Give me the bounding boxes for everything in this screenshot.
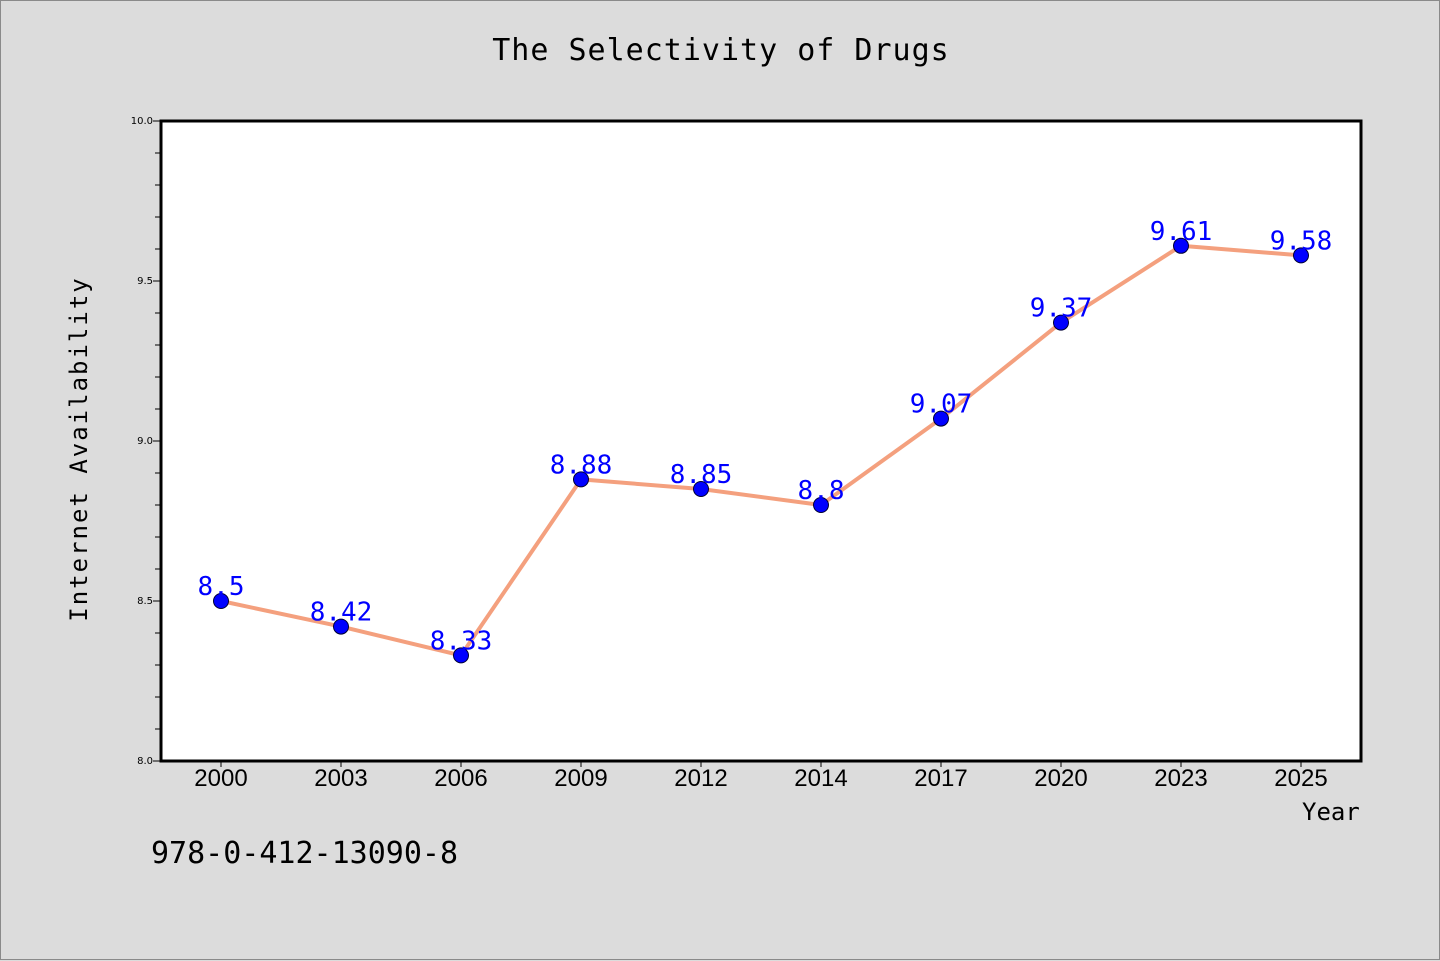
x-tick-label: 2017 (914, 765, 967, 792)
data-point (933, 410, 949, 427)
x-tick-label: 2000 (194, 765, 247, 792)
data-label: 9.61 (1150, 217, 1213, 247)
y-tick-label: 8.5 (137, 596, 153, 607)
data-point (573, 471, 589, 488)
data-point (813, 497, 829, 513)
data-label: 9.58 (1270, 226, 1333, 256)
x-tick-label: 2014 (794, 765, 847, 792)
y-tick-label: 9.0 (137, 436, 153, 447)
x-tick-label: 2020 (1034, 765, 1087, 792)
data-label: 9.37 (1030, 294, 1093, 324)
x-tick-label: 2025 (1274, 765, 1327, 792)
data-point (1293, 247, 1309, 264)
data-point (333, 618, 349, 635)
data-point (213, 593, 229, 609)
data-label: 8.85 (670, 460, 733, 490)
data-point (1053, 314, 1069, 331)
data-label: 9.07 (910, 390, 973, 420)
x-tick-label: 2006 (434, 765, 487, 792)
isbn-annotation: 978-0-412-13090-8 (151, 836, 459, 871)
data-label: 8.88 (550, 450, 613, 480)
y-tick-label: 8.0 (137, 756, 153, 767)
data-label: 8.42 (310, 598, 373, 628)
data-point (453, 647, 469, 664)
data-point (693, 481, 709, 497)
data-label: 8.33 (430, 626, 493, 656)
x-tick-label: 2023 (1154, 765, 1207, 792)
y-tick-label: 10.0 (131, 116, 153, 127)
series-line (219, 243, 1303, 658)
data-label: 8.5 (198, 572, 245, 602)
plot-frame (159, 119, 1363, 763)
x-axis-label: Year (1302, 798, 1360, 826)
x-tick-label: 2003 (314, 765, 367, 792)
data-point (1173, 237, 1189, 254)
plot-area (161, 121, 1361, 761)
y-tick-label: 9.5 (137, 276, 153, 287)
x-tick-label: 2009 (554, 765, 607, 792)
chart-title: The Selectivity of Drugs (492, 33, 950, 68)
data-label: 8.8 (798, 476, 845, 506)
x-tick-label: 2012 (674, 765, 727, 792)
